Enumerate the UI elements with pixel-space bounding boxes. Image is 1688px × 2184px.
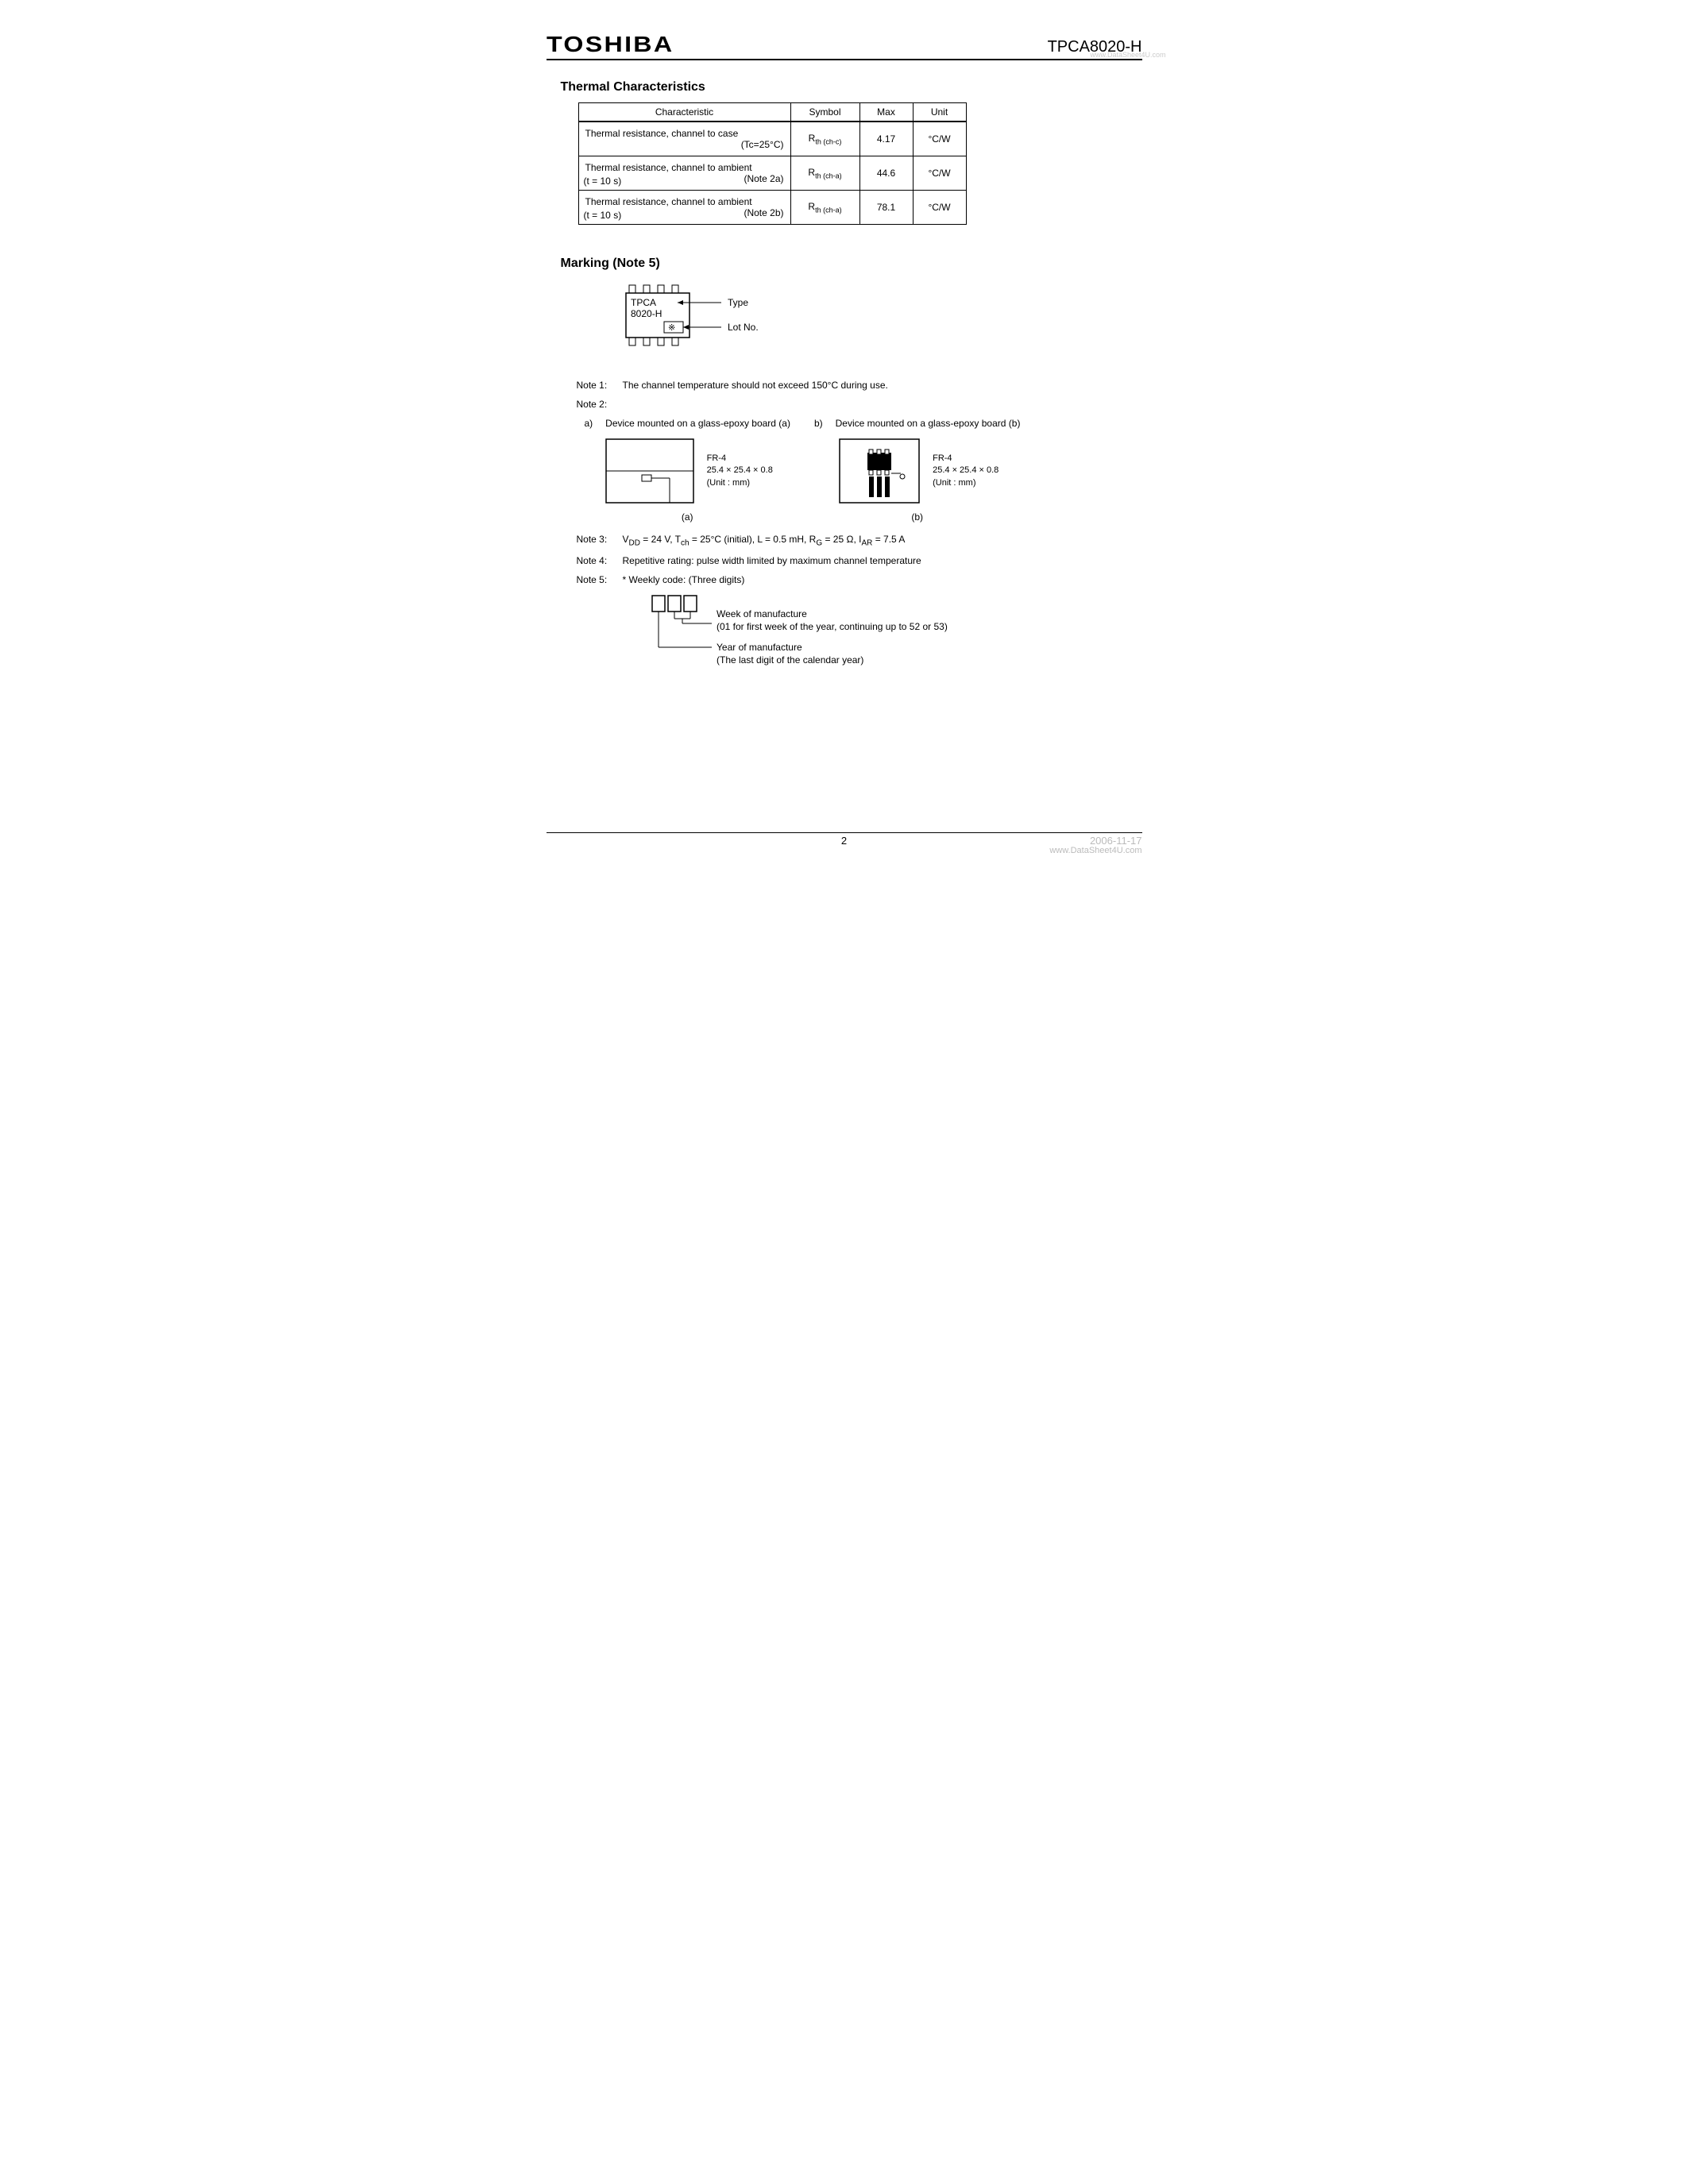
board-a-spec: FR-4 25.4 × 25.4 × 0.8 (Unit : mm) [707,453,773,489]
cell-max: 78.1 [859,191,913,225]
spec-line1: FR-4 [933,453,999,465]
char-main: Thermal resistance, channel to ambient [585,196,784,207]
note-1: Note 1: The channel temperature should n… [577,378,1142,392]
board-a-fig-row: FR-4 25.4 × 25.4 × 0.8 (Unit : mm) [602,435,773,507]
board-a-col: a) Device mounted on a glass-epoxy board… [585,416,790,524]
cell-unit: °C/W [913,191,966,225]
board-b-fig-row: FR-4 25.4 × 25.4 × 0.8 (Unit : mm) [836,435,999,507]
note-4: Note 4: Repetitive rating: pulse width l… [577,554,1142,568]
note4-label: Note 4: [577,554,623,568]
page-number: 2 [841,835,847,847]
weekly-code-diagram: Week of manufacture (01 for first week o… [648,592,1142,675]
chip-lot-symbol: ※ [668,323,675,333]
note3-label: Note 3: [577,532,623,549]
footer-date: 2006-11-17 [1090,835,1142,847]
board-b-spec: FR-4 25.4 × 25.4 × 0.8 (Unit : mm) [933,453,999,489]
cell-symbol: Rth (ch-c) [790,122,859,156]
brand-logo: TOSHIBA [547,32,674,57]
caption-b: (b) [911,510,923,524]
caption-a: (a) [682,510,693,524]
cell-symbol: Rth (ch-a) [790,191,859,225]
symbol-sub: th (ch-a) [815,172,842,179]
marking-diagram: TPCA 8020-H ※ Type Lot No. [618,279,1142,362]
note2b-text: Device mounted on a glass-epoxy board (b… [836,416,1021,430]
cell-characteristic: Thermal resistance, channel to ambient (… [578,156,790,191]
char-sub-right: (Tc=25°C) [585,139,784,150]
table-row: Thermal resistance, channel to ambient (… [578,191,966,225]
cell-max: 44.6 [859,156,913,191]
note-5: Note 5: * Weekly code: (Three digits) [577,573,1142,587]
spec-line1: FR-4 [707,453,773,465]
note-3: Note 3: VDD = 24 V, Tch = 25°C (initial)… [577,532,1142,549]
cell-characteristic: Thermal resistance, channel to ambient (… [578,191,790,225]
col-symbol: Symbol [790,103,859,122]
board-b-col: b) Device mounted on a glass-epoxy board… [814,416,1020,524]
symbol-main: R [808,201,815,212]
note1-text: The channel temperature should not excee… [623,378,1142,392]
table-row: Thermal resistance, channel to ambient (… [578,156,966,191]
symbol-main: R [808,167,815,178]
note4-text: Repetitive rating: pulse width limited b… [623,554,1142,568]
part-number: TPCA8020-H www.DataSheet4U.com [1048,38,1142,56]
note2b-letter: b) [814,416,823,430]
weekly-svg: Week of manufacture (01 for first week o… [648,592,1029,671]
table-header-row: Characteristic Symbol Max Unit [578,103,966,122]
note-2: Note 2: [577,397,1142,411]
board-a-svg [602,435,697,507]
cell-max: 4.17 [859,122,913,156]
table-row: Thermal resistance, channel to case (Tc=… [578,122,966,156]
weekly-line2: (01 for first week of the year, continui… [717,621,948,632]
cell-symbol: Rth (ch-a) [790,156,859,191]
footer: 2 2006-11-17 www.DataSheet4U.com [547,832,1142,847]
label-type: Type [728,297,748,308]
note1-label: Note 1: [577,378,623,392]
marking-svg: TPCA 8020-H ※ Type Lot No. [618,279,825,358]
symbol-sub: th (ch-a) [815,206,842,214]
header: TOSHIBA TPCA8020-H www.DataSheet4U.com [547,32,1142,60]
thermal-table: Characteristic Symbol Max Unit Thermal r… [578,102,967,225]
weekly-line4: (The last digit of the calendar year) [717,654,863,666]
chip-line2: 8020-H [631,308,662,319]
note2a-text: Device mounted on a glass-epoxy board (a… [605,416,790,430]
symbol-sub: th (ch-c) [815,137,841,145]
watermark-top: www.DataSheet4U.com [1090,51,1165,59]
spec-line2: 25.4 × 25.4 × 0.8 [933,465,999,477]
col-characteristic: Characteristic [578,103,790,122]
char-main: Thermal resistance, channel to ambient [585,162,784,173]
col-unit: Unit [913,103,966,122]
board-a-heading: a) Device mounted on a glass-epoxy board… [585,416,790,430]
footer-watermark: www.DataSheet4U.com [1049,846,1141,855]
note5-text: * Weekly code: (Three digits) [623,573,1142,587]
notes-section: Note 1: The channel temperature should n… [577,378,1142,675]
cell-unit: °C/W [913,122,966,156]
spec-line3: (Unit : mm) [707,477,773,489]
note5-label: Note 5: [577,573,623,587]
note2a-letter: a) [585,416,593,430]
cell-unit: °C/W [913,156,966,191]
board-b-heading: b) Device mounted on a glass-epoxy board… [814,416,1020,430]
label-lotno: Lot No. [728,322,759,333]
weekly-line1: Week of manufacture [717,608,807,619]
note2-label: Note 2: [577,397,623,411]
col-max: Max [859,103,913,122]
page: TOSHIBA TPCA8020-H www.DataSheet4U.com T… [507,0,1182,874]
thermal-title: Thermal Characteristics [561,80,1142,95]
char-sub-left: (t = 10 s) [584,176,622,187]
spec-line3: (Unit : mm) [933,477,999,489]
note3-text: VDD = 24 V, Tch = 25°C (initial), L = 0.… [623,532,1142,549]
weekly-line3: Year of manufacture [717,642,802,653]
char-main: Thermal resistance, channel to case [585,128,784,139]
boards-row: a) Device mounted on a glass-epoxy board… [585,416,1142,524]
board-b-svg [836,435,923,507]
marking-title: Marking (Note 5) [561,257,1142,271]
char-sub-left: (t = 10 s) [584,210,622,221]
spec-line2: 25.4 × 25.4 × 0.8 [707,465,773,477]
cell-characteristic: Thermal resistance, channel to case (Tc=… [578,122,790,156]
chip-line1: TPCA [631,297,656,308]
